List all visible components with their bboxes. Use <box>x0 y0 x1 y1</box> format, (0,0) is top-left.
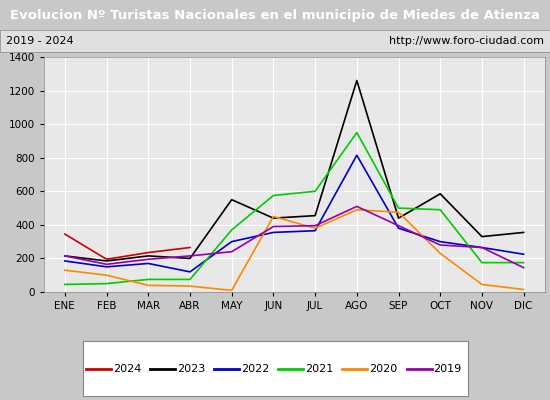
Text: 2020: 2020 <box>370 364 398 374</box>
Text: 2023: 2023 <box>177 364 205 374</box>
Text: 2019 - 2024: 2019 - 2024 <box>6 36 73 46</box>
Text: 2021: 2021 <box>305 364 333 374</box>
Text: 2022: 2022 <box>241 364 270 374</box>
Text: 2019: 2019 <box>433 364 462 374</box>
Text: http://www.foro-ciudad.com: http://www.foro-ciudad.com <box>389 36 544 46</box>
Text: Evolucion Nº Turistas Nacionales en el municipio de Miedes de Atienza: Evolucion Nº Turistas Nacionales en el m… <box>10 8 540 22</box>
Text: 2024: 2024 <box>113 364 141 374</box>
